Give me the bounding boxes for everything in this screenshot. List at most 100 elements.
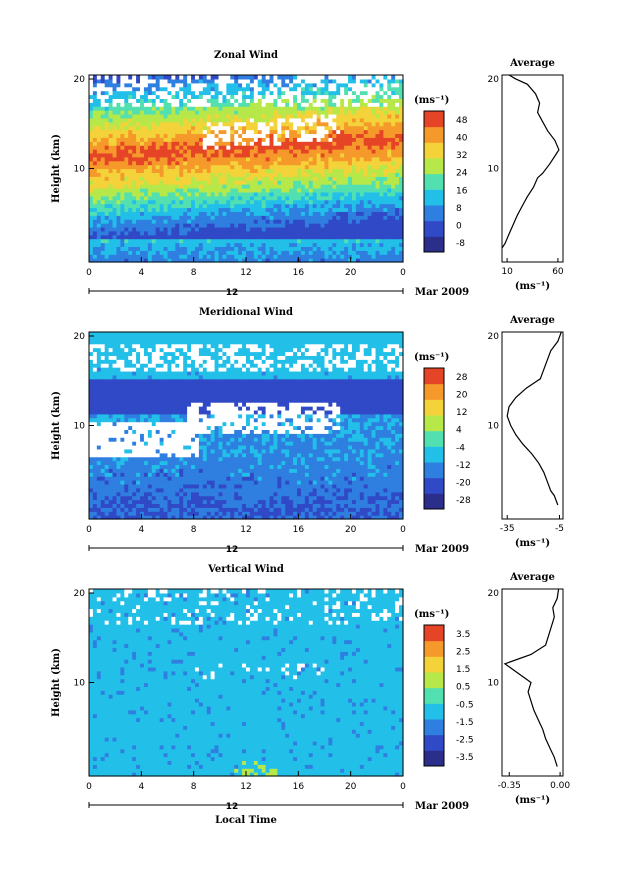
heatmap-cell	[387, 98, 392, 103]
heatmap-cell	[312, 129, 318, 135]
heatmap-cell	[155, 164, 161, 170]
heatmap-cell	[261, 141, 267, 146]
heatmap-cell	[328, 254, 333, 259]
heatmap-cell	[112, 152, 118, 158]
heatmap-cell	[246, 215, 251, 220]
heatmap-cell	[194, 258, 200, 263]
heatmap-cell	[202, 149, 208, 154]
heatmap-cell	[202, 211, 208, 216]
heatmap-cell	[96, 250, 102, 255]
heatmap-cell	[112, 129, 118, 135]
heatmap-cell	[316, 102, 322, 107]
heatmap-cell	[257, 254, 263, 259]
heatmap-cell	[383, 98, 388, 103]
heatmap-cell	[285, 117, 290, 123]
heatmap-cell	[277, 219, 282, 224]
heatmap-cell	[92, 398, 98, 403]
heatmap-cell	[249, 164, 255, 170]
heatmap-cell	[289, 125, 294, 131]
heatmap-cell	[191, 246, 196, 251]
heatmap-cell	[151, 172, 157, 177]
heatmap-cell	[289, 149, 294, 154]
heatmap-cell	[371, 250, 377, 255]
heatmap-cell	[89, 441, 94, 446]
heatmap-cell	[367, 129, 373, 135]
heatmap-cell	[222, 176, 227, 181]
heatmap-cell	[399, 195, 404, 201]
heatmap-cell	[163, 129, 169, 135]
heatmap-cell	[183, 129, 188, 135]
heatmap-cell	[89, 199, 94, 205]
heatmap-cell	[163, 339, 169, 345]
heatmap-cell	[136, 460, 141, 466]
heatmap-cell	[348, 211, 353, 216]
heatmap-cell	[218, 258, 224, 263]
heatmap-cell	[367, 180, 373, 185]
heatmap-cell	[143, 242, 149, 248]
heatmap-cell	[320, 113, 326, 119]
heatmap-cell	[167, 207, 173, 212]
heatmap-cell	[383, 223, 388, 228]
heatmap-cell	[253, 203, 259, 209]
heatmap-cell	[210, 168, 216, 173]
heatmap-cell	[128, 254, 133, 259]
heatmap-cell	[89, 203, 94, 209]
heatmap-cell	[132, 211, 137, 216]
heatmap-cell	[136, 456, 141, 462]
heatmap-cell	[379, 168, 384, 173]
heatmap-cell	[100, 168, 106, 173]
heatmap-cell	[112, 487, 118, 493]
heatmap-cell	[124, 160, 129, 166]
heatmap-cell	[253, 211, 259, 216]
x-tick-label: 12	[240, 268, 251, 278]
heatmap-cell	[391, 78, 396, 84]
heatmap-cell	[96, 460, 102, 466]
heatmap-cell	[281, 164, 286, 170]
heatmap-cell	[171, 137, 176, 142]
heatmap-cell	[112, 246, 118, 251]
heatmap-cell	[96, 199, 102, 205]
heatmap-cell	[328, 78, 333, 84]
heatmap-cell	[253, 246, 259, 251]
heatmap-cell	[120, 433, 125, 438]
heatmap-cell	[183, 164, 188, 170]
heatmap-cell	[359, 195, 365, 201]
heatmap-cell	[206, 133, 212, 138]
heatmap-cell	[214, 90, 220, 96]
heatmap-cell	[159, 117, 165, 123]
heatmap-cell	[344, 254, 349, 259]
heatmap-cell	[214, 195, 220, 201]
heatmap-cell	[120, 258, 125, 263]
heatmap-cell	[332, 141, 337, 146]
heatmap-cell	[143, 82, 149, 88]
heatmap-cell	[253, 121, 259, 127]
heatmap-cell	[191, 125, 196, 131]
heatmap-cell	[163, 355, 169, 360]
heatmap-cell	[191, 110, 196, 115]
heatmap-cell	[92, 363, 98, 368]
heatmap-cell	[391, 176, 396, 181]
heatmap-cell	[140, 363, 145, 368]
heatmap-cell	[89, 238, 94, 244]
heatmap-cell	[155, 117, 161, 123]
heatmap-cell	[116, 195, 121, 201]
heatmap-cell	[116, 176, 121, 181]
heatmap-cell	[332, 82, 337, 88]
heatmap-cell	[132, 78, 137, 84]
heatmap-cell	[124, 343, 129, 349]
heatmap-cell	[116, 480, 121, 485]
heatmap-cell	[355, 191, 361, 197]
heatmap-cell	[206, 191, 212, 197]
heatmap-cell	[171, 230, 176, 236]
heatmap-cell	[92, 187, 98, 193]
heatmap-cell	[269, 141, 275, 146]
heatmap-cell	[147, 515, 153, 520]
heatmap-cell	[120, 242, 125, 248]
heatmap-cell	[355, 258, 361, 263]
heatmap-cell	[143, 359, 149, 364]
heatmap-cell	[108, 386, 114, 392]
heatmap-cell	[226, 168, 231, 173]
heatmap-cell	[371, 191, 377, 197]
heatmap-cell	[112, 191, 118, 197]
heatmap-cell	[344, 246, 349, 251]
